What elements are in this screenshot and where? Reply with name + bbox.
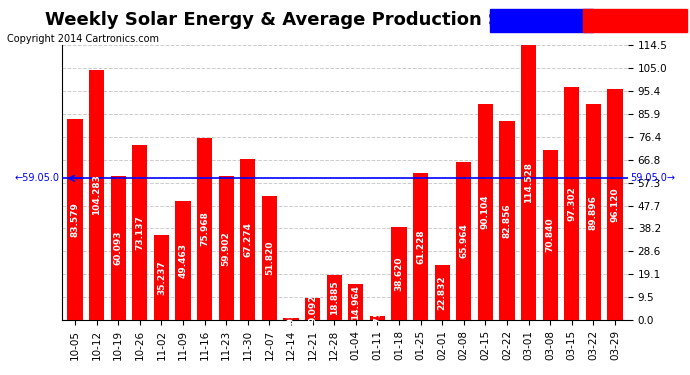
Bar [564,87,580,320]
Bar [478,104,493,320]
Bar [607,89,622,320]
Bar [521,45,536,320]
Bar [89,70,104,320]
Text: 73.137: 73.137 [135,215,144,250]
Bar [413,173,428,320]
Bar [391,227,406,320]
Bar [542,150,558,320]
Text: 1.053: 1.053 [286,304,295,333]
Text: 60.093: 60.093 [114,231,123,265]
Text: Copyright 2014 Cartronics.com: Copyright 2014 Cartronics.com [7,34,159,44]
Text: 35.237: 35.237 [157,260,166,295]
Bar [326,275,342,320]
Text: ←59.05.0: ←59.05.0 [15,173,60,183]
Bar [262,196,277,320]
Bar [435,265,450,320]
Text: 18.885: 18.885 [330,280,339,315]
Text: 96.120: 96.120 [611,188,620,222]
Bar [370,316,385,320]
Text: 90.104: 90.104 [481,195,490,229]
Bar [456,162,471,320]
Bar [500,121,515,320]
Text: Average (kWh): Average (kWh) [501,16,582,26]
Text: 38.620: 38.620 [395,256,404,291]
Text: 51.820: 51.820 [265,241,274,275]
Text: 104.283: 104.283 [92,174,101,215]
Text: 70.840: 70.840 [546,218,555,252]
Text: Weekly Solar Energy & Average Production Sat Apr 5 06:34: Weekly Solar Energy & Average Production… [45,11,645,29]
Text: 89.896: 89.896 [589,195,598,230]
Bar [305,298,320,320]
Text: 114.528: 114.528 [524,162,533,203]
Bar [348,284,364,320]
Text: 22.832: 22.832 [437,275,446,310]
Text: 59.05.0→: 59.05.0→ [630,173,675,183]
Bar [240,159,255,320]
Bar [68,120,83,320]
Text: 49.463: 49.463 [179,243,188,278]
Text: 82.856: 82.856 [502,203,511,238]
Text: 67.274: 67.274 [244,222,253,257]
Bar [197,138,212,320]
Bar [284,318,299,320]
Text: 9.092: 9.092 [308,295,317,323]
Bar [586,104,601,320]
Bar [219,176,234,320]
Bar [110,176,126,320]
Text: 65.964: 65.964 [460,224,469,258]
Text: 61.228: 61.228 [416,229,425,264]
Text: 1.752: 1.752 [373,304,382,332]
Text: 14.964: 14.964 [351,285,360,320]
Text: Weekly (kWh): Weekly (kWh) [596,16,673,26]
Bar [175,201,190,320]
Text: 83.579: 83.579 [70,202,79,237]
Text: 97.302: 97.302 [567,186,576,220]
Bar [132,144,148,320]
Bar [154,236,169,320]
Text: 59.902: 59.902 [221,231,230,266]
Text: 75.968: 75.968 [200,211,209,246]
